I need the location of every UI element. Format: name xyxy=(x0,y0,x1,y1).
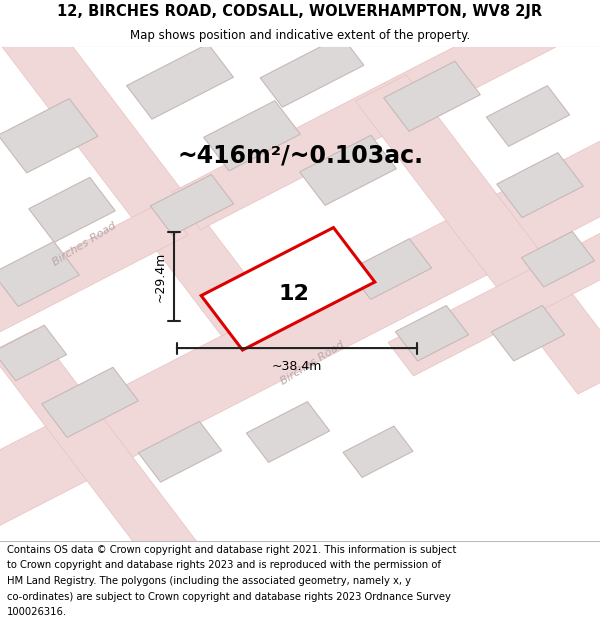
Polygon shape xyxy=(343,426,413,478)
Polygon shape xyxy=(299,135,397,206)
Polygon shape xyxy=(349,239,431,299)
Text: 12, BIRCHES ROAD, CODSALL, WOLVERHAMPTON, WV8 2JR: 12, BIRCHES ROAD, CODSALL, WOLVERHAMPTON… xyxy=(58,4,542,19)
Text: 12: 12 xyxy=(278,284,310,304)
Text: ~38.4m: ~38.4m xyxy=(272,361,322,373)
Polygon shape xyxy=(0,202,188,366)
Polygon shape xyxy=(201,228,375,350)
Polygon shape xyxy=(487,86,569,146)
Polygon shape xyxy=(0,325,67,381)
Polygon shape xyxy=(0,99,98,173)
Polygon shape xyxy=(0,329,226,604)
Polygon shape xyxy=(151,174,233,235)
Polygon shape xyxy=(139,421,221,482)
Text: ~29.4m: ~29.4m xyxy=(154,251,167,302)
Text: Birches Road: Birches Road xyxy=(278,339,346,386)
Polygon shape xyxy=(395,306,469,361)
Polygon shape xyxy=(355,75,600,394)
Polygon shape xyxy=(172,0,600,229)
Text: Map shows position and indicative extent of the property.: Map shows position and indicative extent… xyxy=(130,29,470,42)
Polygon shape xyxy=(247,402,329,462)
Polygon shape xyxy=(521,231,595,287)
Polygon shape xyxy=(29,177,115,242)
Polygon shape xyxy=(0,241,79,306)
Text: Contains OS data © Crown copyright and database right 2021. This information is : Contains OS data © Crown copyright and d… xyxy=(7,545,457,555)
Polygon shape xyxy=(0,123,600,544)
Text: ~416m²/~0.103ac.: ~416m²/~0.103ac. xyxy=(177,144,423,168)
Polygon shape xyxy=(203,101,301,171)
Polygon shape xyxy=(127,44,233,119)
Polygon shape xyxy=(260,36,364,107)
Polygon shape xyxy=(41,368,139,438)
Text: co-ordinates) are subject to Crown copyright and database rights 2023 Ordnance S: co-ordinates) are subject to Crown copyr… xyxy=(7,592,451,602)
Polygon shape xyxy=(497,152,583,218)
Polygon shape xyxy=(388,212,600,376)
Polygon shape xyxy=(0,0,272,336)
Text: HM Land Registry. The polygons (including the associated geometry, namely x, y: HM Land Registry. The polygons (includin… xyxy=(7,576,411,586)
Text: 100026316.: 100026316. xyxy=(7,608,67,618)
Text: to Crown copyright and database rights 2023 and is reproduced with the permissio: to Crown copyright and database rights 2… xyxy=(7,561,441,571)
Text: Birches Road: Birches Road xyxy=(50,221,118,268)
Polygon shape xyxy=(383,61,481,131)
Polygon shape xyxy=(491,306,565,361)
